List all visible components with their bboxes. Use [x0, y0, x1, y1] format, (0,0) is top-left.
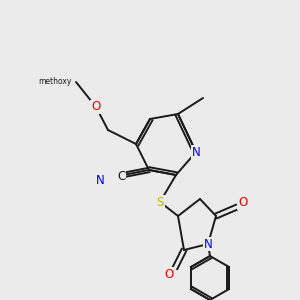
Text: O: O	[164, 268, 174, 281]
Text: N: N	[192, 146, 200, 158]
Text: C: C	[117, 169, 125, 182]
Text: S: S	[156, 196, 164, 208]
Text: O: O	[92, 100, 100, 113]
Text: N: N	[96, 175, 104, 188]
Text: N: N	[204, 238, 212, 250]
Text: O: O	[238, 196, 247, 209]
Text: methoxy: methoxy	[39, 77, 72, 86]
